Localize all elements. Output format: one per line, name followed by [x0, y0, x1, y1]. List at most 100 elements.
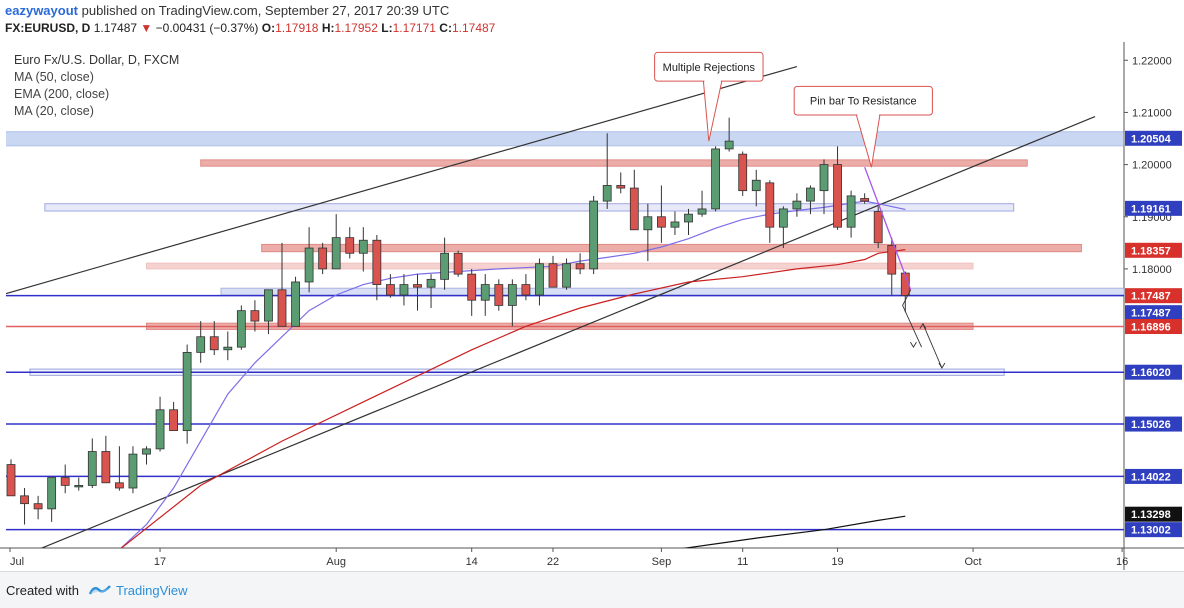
candle-51 — [697, 208, 707, 215]
price-label-bg-3 — [1125, 288, 1182, 304]
low-value: 1.17171 — [392, 21, 436, 35]
tradingview-brand-link[interactable]: TradingView — [116, 583, 188, 598]
price-label-10: 1.13002 — [1131, 525, 1171, 537]
legend-ma50: MA (50, close) — [14, 70, 94, 84]
sr-zone-3 — [261, 243, 1082, 253]
arrowhead-icon-1 — [938, 362, 946, 369]
price-tick-label-0: 1.22000 — [1132, 55, 1172, 67]
candle-5 — [74, 485, 84, 488]
candle-23 — [318, 247, 328, 270]
price-label-bg-7 — [1125, 416, 1182, 432]
candle-29 — [399, 284, 409, 296]
published-text: published on TradingView.com, September … — [81, 3, 450, 18]
ma50-line — [682, 515, 906, 548]
candle-59 — [806, 187, 815, 202]
footer-bar: Created with TradingView — [0, 571, 1184, 608]
candle-2 — [33, 503, 43, 510]
trendline-0 — [6, 65, 798, 295]
candle-36 — [494, 284, 504, 306]
price-label-4: 1.17487 — [1131, 308, 1171, 320]
chart-legend: Euro Fx/U.S. Dollar, D, FXCM MA (50, clo… — [14, 52, 179, 120]
candle-57 — [778, 208, 788, 228]
price-label-bg-8 — [1125, 468, 1182, 484]
tradingview-logo-icon[interactable] — [88, 582, 112, 598]
legend-ema200: EMA (200, close) — [14, 87, 110, 101]
candle-54 — [738, 153, 748, 192]
candle-34 — [467, 273, 477, 301]
callout-text-0: Multiple Rejections — [663, 62, 756, 74]
candle-39 — [535, 263, 544, 296]
date-tick-label-6: 11 — [737, 556, 748, 568]
candle-20 — [277, 289, 287, 327]
date-tick-label-2: Aug — [326, 556, 346, 568]
candle-38 — [521, 284, 531, 296]
candle-12 — [169, 409, 179, 432]
candle-53 — [724, 140, 734, 150]
last-price: 1.17487 — [93, 21, 138, 35]
price-label-0: 1.20504 — [1131, 133, 1172, 145]
date-tick-label-9: 16 — [1116, 556, 1128, 568]
candle-63 — [860, 198, 870, 202]
projection-path-2 — [922, 323, 943, 369]
candle-60 — [819, 164, 829, 192]
publish-info: eazywayout published on TradingView.com,… — [5, 3, 449, 18]
sr-zone-0 — [6, 131, 1124, 147]
candle-27 — [372, 239, 382, 285]
open-value: 1.17918 — [275, 21, 319, 35]
candle-11 — [155, 409, 165, 450]
candle-4 — [60, 477, 70, 486]
price-label-1: 1.19161 — [1131, 203, 1171, 215]
candle-28 — [385, 284, 395, 296]
legend-ma20: MA (20, close) — [14, 104, 94, 118]
candle-1 — [20, 495, 29, 505]
candle-43 — [589, 200, 599, 270]
candle-49 — [670, 221, 680, 228]
candle-58 — [792, 200, 802, 210]
price-label-bg-0 — [1125, 130, 1182, 146]
ema200-line — [120, 249, 906, 548]
candle-14 — [196, 336, 206, 353]
price-label-5: 1.16896 — [1131, 322, 1171, 334]
callout-text-1: Pin bar To Resistance — [810, 96, 917, 108]
candle-45 — [616, 185, 626, 189]
projection-path-0 — [864, 166, 912, 291]
candle-15 — [209, 336, 219, 351]
candle-8 — [115, 482, 124, 489]
candle-47 — [643, 216, 653, 231]
price-tick-label-2: 1.20000 — [1132, 160, 1172, 172]
candle-19 — [264, 289, 273, 322]
candle-31 — [426, 278, 436, 288]
price-tick-label-4: 1.18000 — [1132, 264, 1172, 276]
candle-64 — [873, 211, 883, 244]
candle-37 — [507, 284, 517, 306]
candle-44 — [602, 185, 612, 202]
date-tick-label-8: Oct — [964, 556, 981, 568]
sr-zone-1 — [200, 159, 1028, 167]
candle-35 — [480, 284, 490, 301]
candle-6 — [87, 451, 97, 486]
close-label: C: — [439, 21, 452, 35]
candle-13 — [182, 351, 192, 432]
author-username[interactable]: eazywayout — [5, 3, 78, 18]
price-chart[interactable]: Multiple Rejections Pin bar To Resistance… — [0, 42, 1184, 570]
sr-zone-5 — [220, 287, 1124, 296]
candle-50 — [684, 213, 693, 223]
callout-0: Multiple Rejections — [654, 51, 764, 142]
symbol-name: FX:EURUSD, D — [5, 21, 91, 35]
price-label-bg-6 — [1125, 364, 1182, 380]
candle-18 — [250, 310, 260, 322]
symbol-ohlc-line: FX:EURUSD, D 1.17487 ▼ −0.00431 (−0.37%)… — [5, 21, 495, 35]
candle-33 — [453, 252, 463, 275]
candle-41 — [562, 263, 571, 288]
candle-10 — [142, 448, 151, 455]
price-label-bg-5 — [1125, 319, 1182, 335]
candle-24 — [331, 237, 341, 270]
price-label-bg-10 — [1125, 522, 1182, 538]
candle-48 — [657, 216, 666, 228]
price-label-9: 1.13298 — [1131, 509, 1171, 521]
price-label-2: 1.18357 — [1131, 245, 1171, 257]
candle-61 — [833, 164, 842, 228]
high-label: H: — [321, 21, 335, 35]
created-with-text: Created with — [6, 583, 79, 598]
projection-path-1 — [902, 289, 923, 348]
